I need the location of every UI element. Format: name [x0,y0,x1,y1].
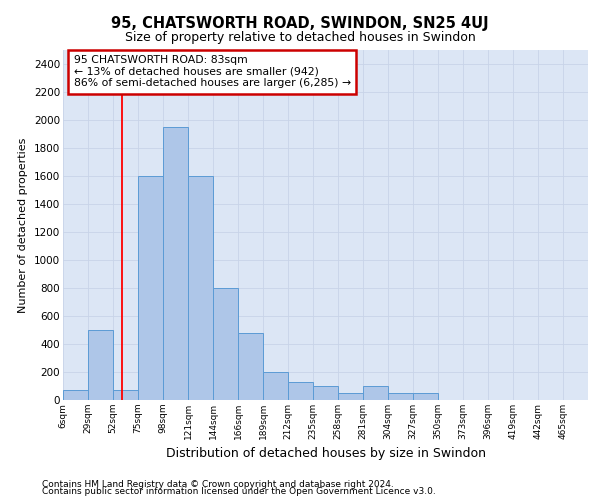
Bar [163,127,188,400]
Text: 95, CHATSWORTH ROAD, SWINDON, SN25 4UJ: 95, CHATSWORTH ROAD, SWINDON, SN25 4UJ [111,16,489,31]
Bar [338,393,363,400]
Y-axis label: Number of detached properties: Number of detached properties [19,138,28,312]
Text: 95 CHATSWORTH ROAD: 83sqm
← 13% of detached houses are smaller (942)
86% of semi: 95 CHATSWORTH ROAD: 83sqm ← 13% of detac… [74,56,350,88]
Bar [388,393,413,400]
Bar [313,386,338,400]
Bar [413,393,438,400]
Bar [263,372,288,400]
Bar [113,390,138,400]
Bar [88,330,113,400]
Bar [288,382,313,400]
Text: Size of property relative to detached houses in Swindon: Size of property relative to detached ho… [125,31,475,44]
Bar [363,386,388,400]
Bar [238,333,263,400]
Bar [63,390,88,400]
Bar [213,288,238,400]
Bar [188,176,213,400]
Text: Contains HM Land Registry data © Crown copyright and database right 2024.: Contains HM Land Registry data © Crown c… [42,480,394,489]
X-axis label: Distribution of detached houses by size in Swindon: Distribution of detached houses by size … [166,448,485,460]
Text: Contains public sector information licensed under the Open Government Licence v3: Contains public sector information licen… [42,487,436,496]
Bar [138,176,163,400]
